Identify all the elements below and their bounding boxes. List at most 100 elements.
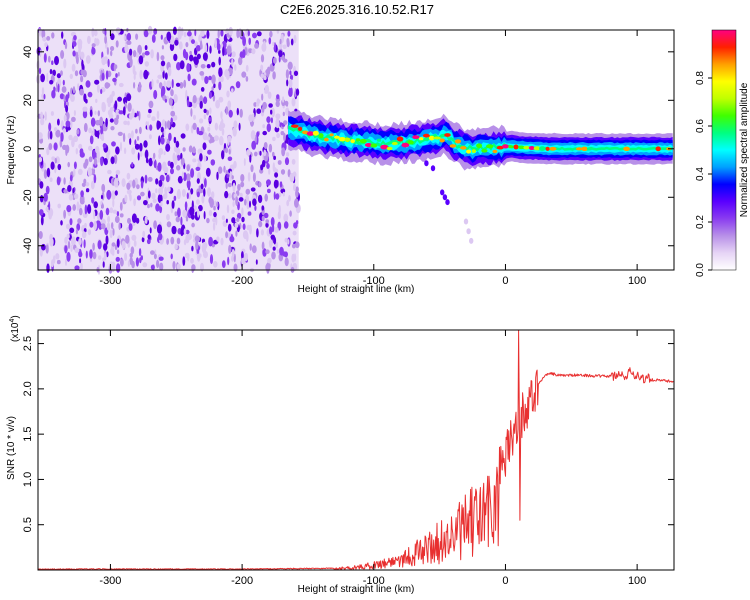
noise-speckle <box>147 120 149 131</box>
noise-speckle <box>83 228 87 233</box>
noise-speckle <box>287 61 293 70</box>
noise-speckle <box>226 90 230 98</box>
noise-speckle <box>228 244 232 254</box>
noise-speckle <box>150 202 153 208</box>
noise-speckle <box>39 181 44 189</box>
noise-speckle <box>40 111 44 120</box>
signal-peak <box>444 133 451 137</box>
noise-speckle <box>199 118 204 124</box>
noise-speckle <box>269 240 273 249</box>
noise-speckle <box>107 58 110 68</box>
noise-speckle <box>287 239 290 245</box>
noise-speckle <box>236 28 240 39</box>
noise-speckle <box>188 145 193 153</box>
noise-speckle <box>180 216 183 226</box>
noise-speckle <box>170 89 174 97</box>
noise-speckle <box>43 169 48 179</box>
noise-speckle <box>152 198 157 204</box>
noise-speckle <box>261 215 265 222</box>
noise-speckle <box>64 236 68 244</box>
noise-speckle <box>250 187 256 192</box>
noise-speckle <box>263 149 267 157</box>
noise-speckle <box>143 200 148 206</box>
noise-speckle <box>122 106 126 116</box>
noise-speckle <box>83 162 88 169</box>
secondary-trace-point <box>442 194 448 201</box>
noise-speckle <box>242 223 246 230</box>
noise-speckle <box>131 108 135 118</box>
noise-speckle <box>68 134 73 141</box>
noise-speckle <box>66 251 71 262</box>
noise-speckle <box>202 142 207 150</box>
snr-x-tick-label: -300 <box>99 575 121 587</box>
noise-speckle <box>77 83 80 91</box>
secondary-trace-point <box>424 160 429 167</box>
noise-speckle <box>250 164 254 173</box>
noise-speckle <box>126 93 132 102</box>
noise-speckle <box>282 96 285 103</box>
noise-speckle <box>173 195 177 201</box>
noise-speckle <box>175 216 180 223</box>
spectrogram-frame <box>37 29 675 271</box>
noise-speckle <box>272 162 275 172</box>
signal-peak <box>329 133 334 137</box>
noise-speckle <box>180 133 186 139</box>
noise-speckle <box>72 204 76 211</box>
noise-speckle <box>245 76 249 82</box>
noise-speckle <box>173 136 177 144</box>
noise-speckle <box>85 188 90 193</box>
noise-speckle <box>136 136 140 141</box>
noise-speckle <box>207 187 211 197</box>
noise-speckle <box>106 82 111 88</box>
noise-speckle <box>91 27 95 38</box>
noise-speckle <box>102 257 105 262</box>
noise-speckle <box>63 94 66 103</box>
noise-speckle <box>190 188 194 195</box>
noise-speckle <box>200 64 206 69</box>
noise-speckle <box>166 31 172 42</box>
noise-speckle <box>143 140 148 148</box>
noise-speckle <box>138 111 141 121</box>
noise-speckle <box>62 128 66 134</box>
signal-peak <box>454 139 462 144</box>
noise-speckle <box>295 88 300 96</box>
noise-speckle <box>129 257 133 265</box>
noise-speckle <box>246 201 250 210</box>
noise-speckle <box>74 70 79 77</box>
noise-speckle <box>195 240 199 250</box>
noise-speckle <box>191 245 194 252</box>
noise-speckle <box>71 63 76 72</box>
noise-speckle <box>126 172 131 180</box>
spectrogram-x-tick-label: -200 <box>231 275 253 287</box>
noise-speckle <box>109 229 113 239</box>
noise-speckle <box>195 45 201 52</box>
noise-speckle <box>289 210 292 217</box>
signal-peak <box>539 146 546 151</box>
noise-speckle <box>204 76 209 84</box>
noise-speckle <box>100 223 106 230</box>
noise-speckle <box>172 26 177 35</box>
noise-speckle <box>266 66 271 76</box>
noise-speckle <box>79 258 82 264</box>
snr-y-tick-label: 0.5 <box>22 517 34 532</box>
noise-speckle <box>174 243 178 250</box>
noise-speckle <box>177 175 183 184</box>
signal-peak <box>655 146 661 152</box>
noise-speckle <box>174 211 178 217</box>
noise-speckle <box>78 238 82 246</box>
noise-speckle <box>54 55 59 66</box>
spectrogram-y-tick-label: -20 <box>22 189 34 205</box>
noise-speckle <box>252 172 256 182</box>
noise-speckle <box>48 122 52 132</box>
noise-speckle <box>103 252 107 261</box>
noise-speckle <box>95 98 98 103</box>
noise-speckle <box>153 152 156 159</box>
noise-speckle <box>112 77 117 83</box>
noise-speckle <box>101 101 106 108</box>
noise-speckle <box>293 253 297 262</box>
noise-speckle <box>171 225 177 235</box>
noise-speckle <box>217 29 220 39</box>
noise-speckle <box>203 211 206 220</box>
noise-speckle <box>226 45 232 55</box>
noise-speckle <box>286 40 290 48</box>
